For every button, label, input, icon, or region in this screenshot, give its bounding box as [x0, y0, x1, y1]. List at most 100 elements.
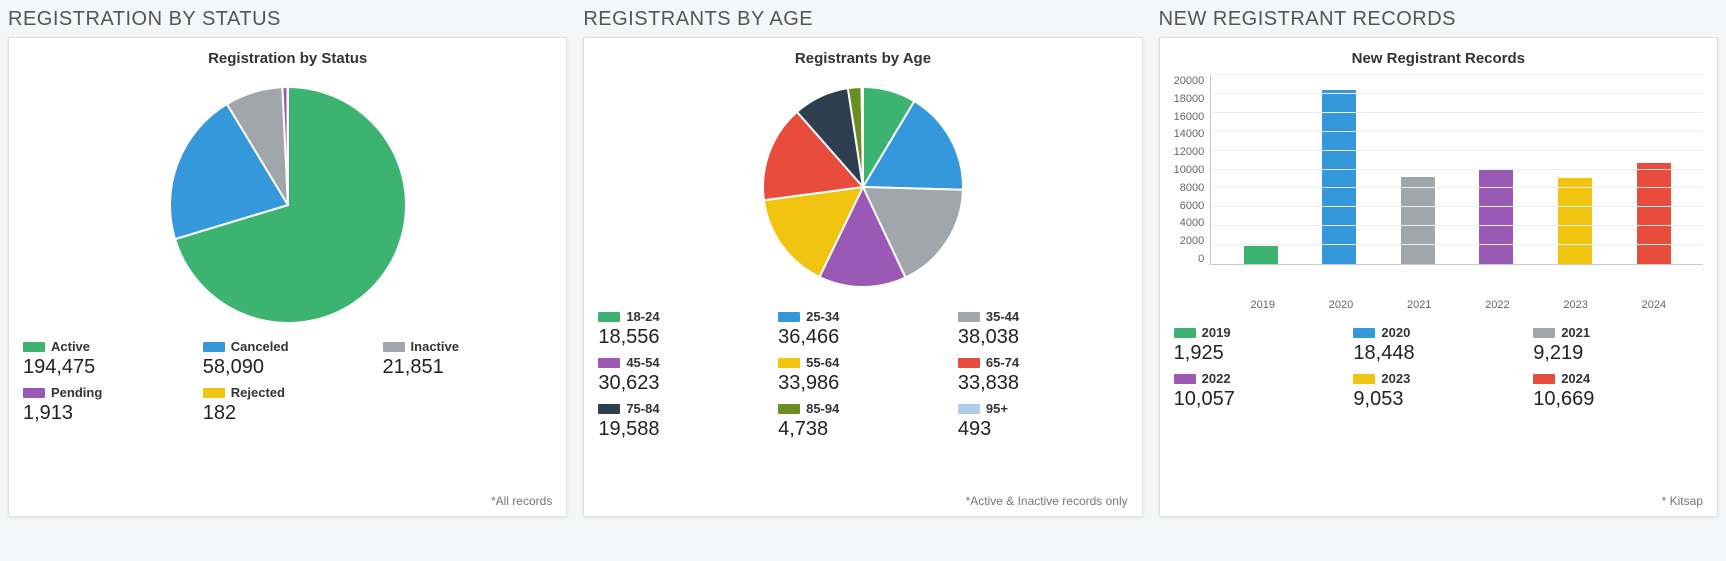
- legend-label: 45-54: [626, 355, 659, 370]
- legend-swatch: [383, 342, 405, 352]
- legend-item[interactable]: 35-4438,038: [958, 309, 1128, 349]
- gridline: [1211, 244, 1703, 245]
- legend-label: Canceled: [231, 339, 289, 354]
- legend-item[interactable]: 2023 9,053: [1353, 371, 1523, 411]
- legend-swatch: [958, 312, 980, 322]
- legend-value: 19,588: [598, 418, 768, 441]
- x-tick-label: 2021: [1407, 299, 1431, 311]
- chart-title-age: Registrants by Age: [598, 50, 1127, 67]
- legend-value: 182: [203, 402, 373, 425]
- legend-label: 95+: [986, 401, 1008, 416]
- legend-item[interactable]: 202018,448: [1353, 325, 1523, 365]
- legend-label: 35-44: [986, 309, 1019, 324]
- legend-swatch: [778, 312, 800, 322]
- y-tick-label: 6000: [1180, 200, 1204, 212]
- y-axis: 2000018000160001400012000100008000600040…: [1174, 75, 1211, 265]
- panel-header-age: REGISTRANTS BY AGE: [583, 8, 1142, 31]
- legend-value: 36,466: [778, 326, 948, 349]
- y-tick-label: 10000: [1174, 164, 1205, 176]
- legend-label: 2024: [1561, 371, 1590, 386]
- bar[interactable]: [1322, 90, 1356, 264]
- legend-value: 18,448: [1353, 342, 1523, 365]
- legend-item[interactable]: 20191,925: [1174, 325, 1344, 365]
- legend-swatch: [203, 388, 225, 398]
- legend-item[interactable]: 2024 10,669: [1533, 371, 1703, 411]
- y-tick-label: 12000: [1174, 146, 1205, 158]
- legend-item[interactable]: 2021 9,219: [1533, 325, 1703, 365]
- legend-label: Pending: [51, 385, 102, 400]
- bar[interactable]: [1479, 169, 1513, 264]
- pie-chart-status: [23, 75, 552, 325]
- bar[interactable]: [1401, 177, 1435, 264]
- legend-item[interactable]: 45-54 30,623: [598, 355, 768, 395]
- panel-header-status: REGISTRATION BY STATUS: [8, 8, 567, 31]
- y-tick-label: 14000: [1174, 128, 1205, 140]
- legend-value: 10,057: [1174, 388, 1344, 411]
- legend-item[interactable]: 25-3436,466: [778, 309, 948, 349]
- legend-swatch: [203, 342, 225, 352]
- legend-swatch: [778, 358, 800, 368]
- y-tick-label: 2000: [1180, 235, 1204, 247]
- gridline: [1211, 93, 1703, 94]
- panel-new: NEW REGISTRANT RECORDS New Registrant Re…: [1159, 8, 1718, 517]
- legend-value: 493: [958, 418, 1128, 441]
- legend-item[interactable]: 18-2418,556: [598, 309, 768, 349]
- legend-item[interactable]: Active194,475: [23, 339, 193, 379]
- legend-value: 21,851: [383, 356, 553, 379]
- legend-item[interactable]: 85-94 4,738: [778, 401, 948, 441]
- legend-value: 4,738: [778, 418, 948, 441]
- legend-item[interactable]: 65-7433,838: [958, 355, 1128, 395]
- bar[interactable]: [1558, 178, 1592, 264]
- legend-swatch: [778, 404, 800, 414]
- panel-status: REGISTRATION BY STATUS Registration by S…: [8, 8, 567, 517]
- legend-swatch: [598, 358, 620, 368]
- legend-label: 75-84: [626, 401, 659, 416]
- legend-value: 1,925: [1174, 342, 1344, 365]
- legend-item[interactable]: Pending 1,913: [23, 385, 193, 425]
- gridline: [1211, 169, 1703, 170]
- footnote-status: *All records: [491, 494, 552, 508]
- legend-value: 194,475: [23, 356, 193, 379]
- x-tick-label: 2019: [1251, 299, 1275, 311]
- legend-label: 2022: [1202, 371, 1231, 386]
- panel-age: REGISTRANTS BY AGE Registrants by Age 18…: [583, 8, 1142, 517]
- y-tick-label: 0: [1198, 253, 1204, 265]
- legend-swatch: [1174, 374, 1196, 384]
- gridline: [1211, 225, 1703, 226]
- legend-value: 30,623: [598, 372, 768, 395]
- legend-value: 9,219: [1533, 342, 1703, 365]
- footnote-age: *Active & Inactive records only: [966, 494, 1128, 508]
- legend-item[interactable]: 55-6433,986: [778, 355, 948, 395]
- gridline: [1211, 187, 1703, 188]
- legend-swatch: [23, 388, 45, 398]
- x-axis-labels: 201920202021202220232024: [1214, 295, 1703, 311]
- legend-item[interactable]: 95+493: [958, 401, 1128, 441]
- legend-age: 18-2418,55625-3436,46635-4438,038 45-54 30…: [598, 309, 1127, 441]
- legend-value: 1,913: [23, 402, 193, 425]
- legend-label: Rejected: [231, 385, 285, 400]
- dashboard: REGISTRATION BY STATUS Registration by S…: [8, 8, 1718, 517]
- legend-value: 33,986: [778, 372, 948, 395]
- legend-swatch: [958, 404, 980, 414]
- card-new: New Registrant Records 20000180001600014…: [1159, 37, 1718, 517]
- legend-label: 85-94: [806, 401, 839, 416]
- legend-item[interactable]: Inactive21,851: [383, 339, 553, 379]
- legend-swatch: [1533, 374, 1555, 384]
- legend-swatch: [1353, 328, 1375, 338]
- bar[interactable]: [1244, 246, 1278, 264]
- legend-item[interactable]: 75-84 19,588: [598, 401, 768, 441]
- legend-value: 10,669: [1533, 388, 1703, 411]
- legend-item[interactable]: Canceled58,090: [203, 339, 373, 379]
- legend-new: 20191,925202018,44820219,219202210,05720…: [1174, 325, 1703, 411]
- legend-label: 2023: [1381, 371, 1410, 386]
- panel-header-new: NEW REGISTRANT RECORDS: [1159, 8, 1718, 31]
- legend-value: 9,053: [1353, 388, 1523, 411]
- gridline: [1211, 206, 1703, 207]
- legend-item[interactable]: Rejected 182: [203, 385, 373, 425]
- x-tick-label: 2022: [1485, 299, 1509, 311]
- y-tick-label: 16000: [1174, 111, 1205, 123]
- legend-item[interactable]: 2022 10,057: [1174, 371, 1344, 411]
- bar[interactable]: [1637, 163, 1671, 264]
- legend-label: 2021: [1561, 325, 1590, 340]
- y-tick-label: 8000: [1180, 182, 1204, 194]
